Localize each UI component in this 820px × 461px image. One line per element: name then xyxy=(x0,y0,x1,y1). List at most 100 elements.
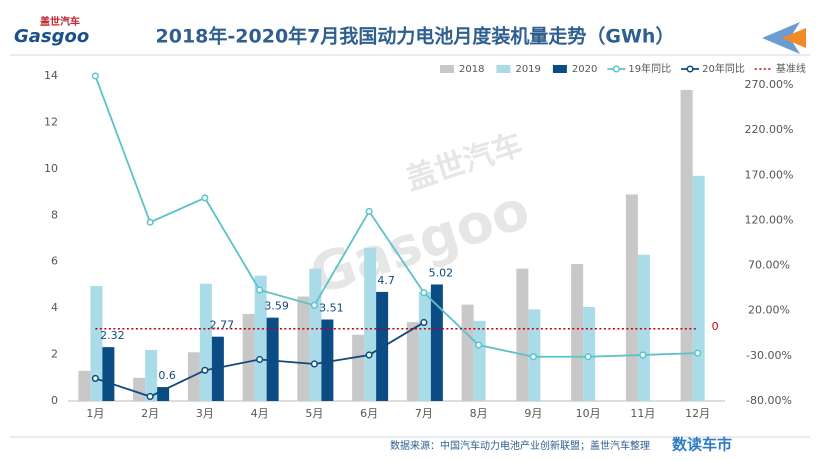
marker xyxy=(420,289,428,297)
y2-tick-label: -80.00% xyxy=(746,394,792,407)
legend-label: 2020 xyxy=(572,64,597,75)
y-tick-label: 14 xyxy=(44,69,58,82)
bar xyxy=(430,284,443,401)
marker xyxy=(584,353,592,361)
bar xyxy=(680,89,693,401)
marker xyxy=(91,374,99,382)
x-tick-label: 12月 xyxy=(685,407,710,420)
legend-swatch xyxy=(440,65,454,73)
bar xyxy=(418,291,431,401)
marker xyxy=(256,355,264,364)
marker xyxy=(146,218,154,226)
y-tick-label: 10 xyxy=(44,162,58,175)
x-tick-label: 11月 xyxy=(630,407,655,420)
bar xyxy=(199,283,212,401)
bar xyxy=(90,286,103,401)
source: 数据来源：中国汽车动力电池产业创新联盟；盖世汽车整理 xyxy=(390,439,650,452)
y2-tick-label: 70.00% xyxy=(748,259,790,272)
line xyxy=(94,75,698,358)
bar xyxy=(692,175,705,401)
legend-label: 基准线 xyxy=(776,62,806,75)
marker xyxy=(146,392,154,401)
bar xyxy=(102,347,115,401)
arrow-icon xyxy=(782,28,806,48)
data-label: 3.59 xyxy=(264,300,289,313)
marker xyxy=(201,366,209,374)
bar xyxy=(461,304,474,401)
marker xyxy=(365,351,373,359)
bar xyxy=(625,194,638,401)
legend-swatch xyxy=(686,65,694,73)
x-tick-label: 1月 xyxy=(86,407,104,420)
bar xyxy=(364,247,377,401)
x-tick-label: 8月 xyxy=(470,407,488,420)
x-tick-label: 9月 xyxy=(524,407,542,420)
x-tick-label: 2月 xyxy=(141,407,159,420)
bar xyxy=(473,320,486,401)
legend-label: 20年同比 xyxy=(702,62,745,75)
y-tick-label: 2 xyxy=(51,348,58,361)
legend-label: 19年同比 xyxy=(628,62,671,75)
brand: 数读车市 xyxy=(672,436,732,454)
data-label: 2.32 xyxy=(100,329,125,342)
data-label: 5.02 xyxy=(429,266,454,279)
legend-swatch xyxy=(552,65,567,73)
y-tick-label: 4 xyxy=(51,301,58,314)
bar xyxy=(406,322,419,401)
bar xyxy=(321,319,334,401)
y2-tick-label: -30.00% xyxy=(746,349,792,362)
marker xyxy=(694,349,702,357)
data-label: 0.6 xyxy=(158,369,176,382)
bar xyxy=(637,254,650,401)
y-tick-label: 12 xyxy=(44,115,58,128)
x-tick-label: 4月 xyxy=(251,407,269,420)
marker xyxy=(91,72,99,80)
y-tick-label: 8 xyxy=(51,208,58,221)
baseline-label: 0 xyxy=(712,320,719,333)
y2-tick-label: 120.00% xyxy=(745,213,794,226)
legend-label: 2019 xyxy=(515,64,540,75)
arrow-icon xyxy=(762,22,800,54)
marker xyxy=(256,286,264,294)
bar xyxy=(187,352,200,401)
x-tick-label: 6月 xyxy=(360,407,378,420)
y2-tick-label: 220.00% xyxy=(745,123,794,136)
y-tick-label: 0 xyxy=(51,394,58,407)
x-tick-label: 10月 xyxy=(576,407,601,420)
chart-title: 2018年-2020年7月我国动力电池月度装机量走势（GWh） xyxy=(156,25,675,48)
marker xyxy=(475,341,483,349)
y2-tick-label: 20.00% xyxy=(748,304,790,317)
marker xyxy=(201,194,209,202)
bar xyxy=(309,268,322,401)
bar xyxy=(266,317,279,401)
bar xyxy=(516,268,529,401)
marker xyxy=(420,318,428,327)
data-label: 3.51 xyxy=(319,302,344,315)
bar xyxy=(133,377,146,401)
data-label: 4.7 xyxy=(377,274,395,287)
bar xyxy=(211,336,224,401)
y2-tick-label: 270.00% xyxy=(745,78,794,91)
logo: Gasgoo xyxy=(14,26,89,47)
marker xyxy=(310,301,318,309)
bar xyxy=(352,334,365,401)
x-tick-label: 7月 xyxy=(415,407,433,420)
bar xyxy=(145,349,158,401)
legend-swatch xyxy=(496,65,511,73)
y-tick-label: 6 xyxy=(51,255,58,268)
marker xyxy=(365,207,373,215)
legend-swatch xyxy=(612,65,620,73)
data-label: 2.77 xyxy=(210,319,235,332)
bar xyxy=(78,370,91,401)
x-tick-label: 3月 xyxy=(196,407,214,420)
bar xyxy=(242,313,255,401)
x-tick-label: 5月 xyxy=(305,407,323,420)
bar xyxy=(571,264,584,401)
legend-label: 2018 xyxy=(459,64,484,75)
marker xyxy=(310,360,318,368)
logo-cn: 盖世汽车 xyxy=(40,15,80,28)
bar xyxy=(297,296,310,401)
marker xyxy=(529,353,537,361)
bar xyxy=(254,275,267,401)
